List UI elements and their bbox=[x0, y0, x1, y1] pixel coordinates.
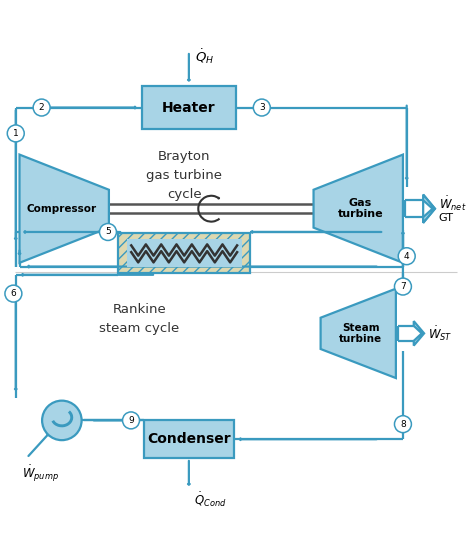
Circle shape bbox=[253, 99, 270, 116]
Text: Condenser: Condenser bbox=[147, 432, 231, 446]
Bar bbox=[142, 86, 236, 129]
Text: GT: GT bbox=[439, 213, 454, 223]
Text: Brayton
gas turbine
cycle: Brayton gas turbine cycle bbox=[146, 150, 222, 201]
Text: Gas
turbine: Gas turbine bbox=[338, 198, 383, 219]
Text: 2: 2 bbox=[39, 103, 45, 112]
Polygon shape bbox=[313, 155, 403, 263]
Text: 4: 4 bbox=[404, 251, 410, 261]
Polygon shape bbox=[320, 289, 396, 378]
Text: 6: 6 bbox=[10, 289, 16, 298]
Circle shape bbox=[100, 224, 117, 240]
Text: Heater: Heater bbox=[162, 101, 216, 114]
Polygon shape bbox=[414, 321, 424, 346]
Circle shape bbox=[42, 401, 82, 440]
Text: 5: 5 bbox=[105, 227, 111, 236]
Text: 3: 3 bbox=[259, 103, 264, 112]
Text: Steam
turbine: Steam turbine bbox=[339, 323, 382, 344]
Bar bbox=[127, 239, 242, 268]
Text: 1: 1 bbox=[13, 129, 18, 138]
Text: $\dot{W}_{ST}$: $\dot{W}_{ST}$ bbox=[428, 324, 452, 342]
Text: $\dot{Q}_H$: $\dot{Q}_H$ bbox=[194, 47, 214, 66]
Text: $\dot{W}_{net}$: $\dot{W}_{net}$ bbox=[439, 195, 466, 213]
Circle shape bbox=[33, 99, 50, 116]
Text: Rankine
steam cycle: Rankine steam cycle bbox=[100, 303, 180, 335]
Circle shape bbox=[123, 412, 139, 429]
Circle shape bbox=[394, 278, 411, 295]
Text: $\dot{W}_{pump}$: $\dot{W}_{pump}$ bbox=[22, 464, 59, 484]
Circle shape bbox=[394, 416, 411, 433]
Circle shape bbox=[5, 285, 22, 302]
Polygon shape bbox=[423, 195, 435, 223]
Text: Compressor: Compressor bbox=[27, 204, 97, 213]
Circle shape bbox=[398, 248, 415, 265]
Bar bbox=[144, 421, 234, 458]
Circle shape bbox=[7, 125, 24, 142]
Polygon shape bbox=[19, 155, 109, 263]
Text: $\dot{Q}_{Cond}$: $\dot{Q}_{Cond}$ bbox=[193, 490, 226, 509]
Text: 8: 8 bbox=[400, 419, 406, 429]
Text: 9: 9 bbox=[128, 416, 134, 425]
Bar bbox=[118, 233, 250, 273]
Text: 7: 7 bbox=[400, 282, 406, 291]
